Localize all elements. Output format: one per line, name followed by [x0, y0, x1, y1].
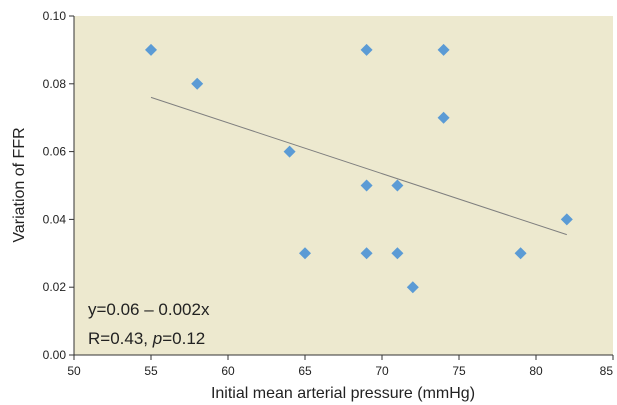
x-axis-title: Initial mean arterial pressure (mmHg): [211, 385, 475, 402]
y-tick-label: 0.08: [43, 77, 67, 91]
trendline-layer: [150, 96, 567, 236]
p-label: p: [152, 329, 162, 348]
data-point: [360, 179, 373, 192]
data-point: [360, 247, 373, 260]
p-value-text: =0.12: [162, 329, 205, 348]
points-layer: [145, 43, 573, 294]
data-point: [299, 247, 311, 260]
data-point: [437, 43, 450, 56]
data-point: [391, 247, 404, 260]
regression-equation: y=0.06 – 0.002x: [88, 300, 210, 319]
trendline: [150, 96, 567, 236]
plot-area: [74, 16, 613, 355]
x-tick-label: 60: [221, 364, 235, 378]
x-tick-label: 80: [529, 364, 543, 378]
regression-stats: R=0.43, p=0.12: [88, 329, 205, 348]
x-tick-label: 75: [452, 364, 466, 378]
x-tick-label: 65: [298, 364, 312, 378]
y-tick-label: 0.04: [43, 212, 67, 226]
axes-layer: 0.00 0.02 0.04 0.06 0.08 0.10 50 55 60 65 70 75 80 85: [43, 9, 614, 378]
data-point: [560, 213, 573, 226]
x-tick-label: 70: [375, 364, 389, 378]
data-point: [391, 179, 404, 192]
x-tick-label: 85: [600, 364, 614, 378]
x-tick-label: 50: [67, 364, 81, 378]
y-tick-label: 0.10: [43, 9, 67, 23]
y-tick-label: 0.02: [43, 280, 67, 294]
y-tick-label: 0.00: [43, 348, 67, 362]
data-point: [283, 145, 296, 158]
data-point: [145, 43, 157, 56]
data-point: [406, 281, 419, 294]
data-point: [360, 43, 373, 56]
y-axis-title: Variation of FFR: [11, 127, 28, 242]
data-point: [514, 247, 527, 260]
data-point: [191, 77, 204, 90]
x-tick-label: 55: [144, 364, 158, 378]
r-value-text: R=0.43,: [88, 329, 153, 348]
y-tick-label: 0.06: [43, 145, 67, 159]
data-point: [437, 111, 450, 124]
